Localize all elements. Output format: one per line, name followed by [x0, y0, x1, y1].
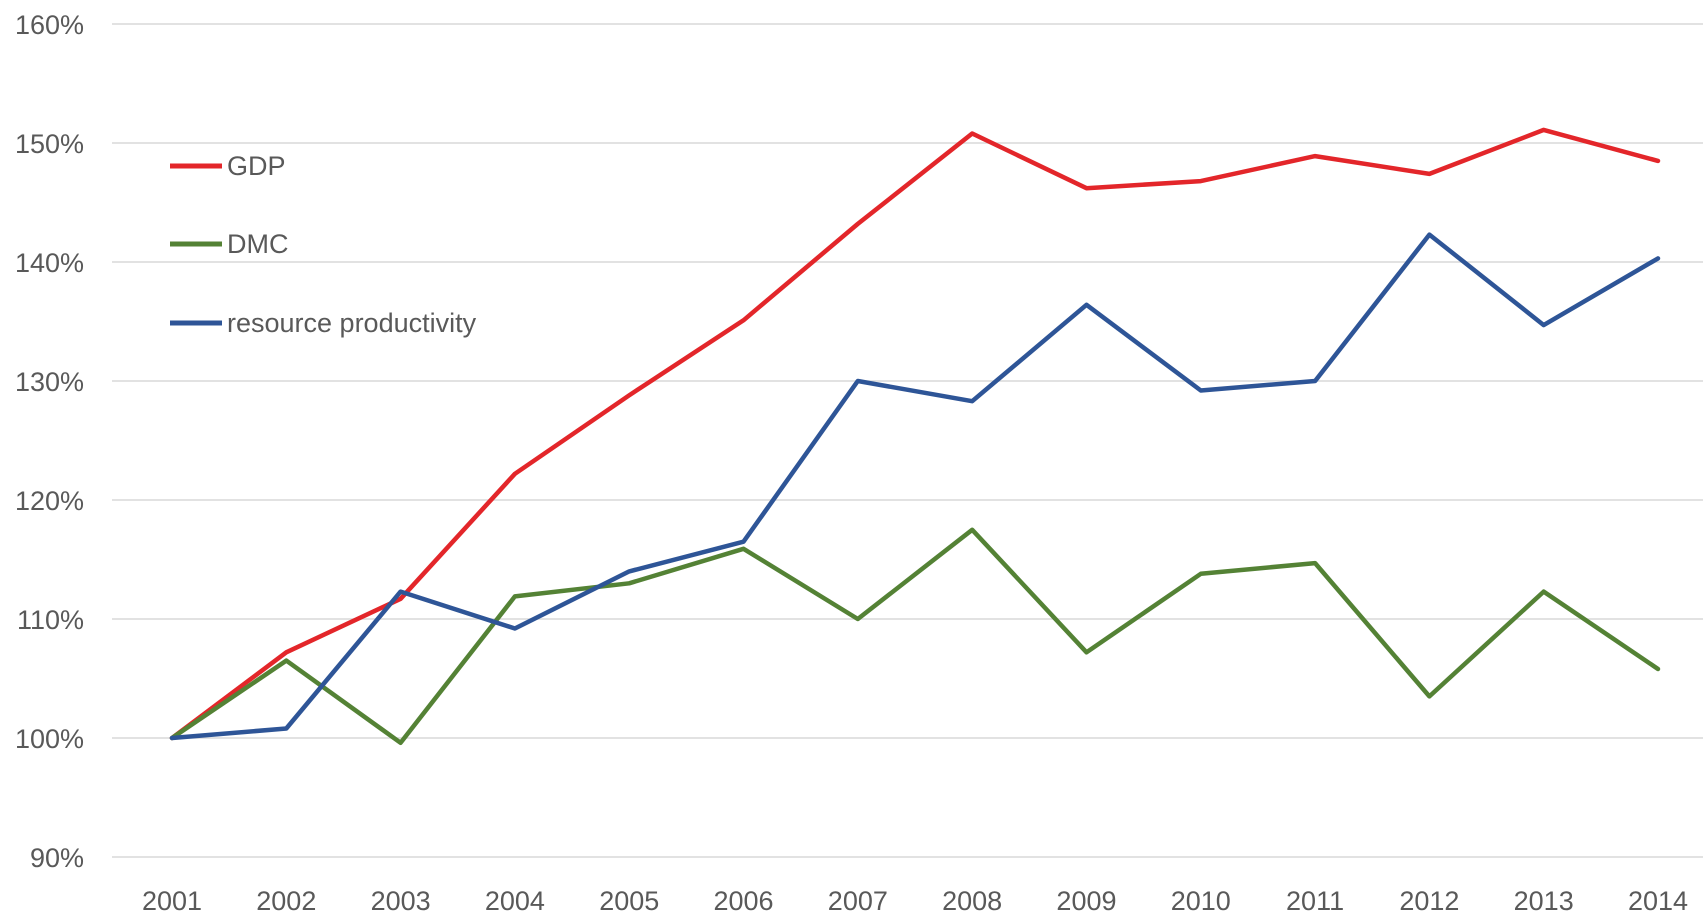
y-tick-label: 150% — [15, 129, 84, 159]
x-tick-label: 2008 — [942, 886, 1002, 916]
series-line-2 — [169, 527, 1661, 746]
x-tick-label: 2006 — [713, 886, 773, 916]
y-tick-label: 100% — [15, 724, 84, 754]
y-tick-label: 130% — [15, 367, 84, 397]
y-tick-label: 120% — [15, 486, 84, 516]
series-line-1 — [169, 127, 1661, 741]
x-tick-label: 2009 — [1056, 886, 1116, 916]
x-tick-label: 2012 — [1399, 886, 1459, 916]
x-tick-label: 2003 — [371, 886, 431, 916]
x-tick-label: 2005 — [599, 886, 659, 916]
series-lines — [169, 127, 1661, 746]
legend-label: DMC — [227, 229, 289, 259]
x-tick-label: 2007 — [828, 886, 888, 916]
x-axis-ticks: 2001 2002 2003 2004 2005 2006 2007 2008 2009 2010… — [142, 886, 1688, 916]
x-tick-label: 2004 — [485, 886, 545, 916]
x-tick-label: 2013 — [1514, 886, 1574, 916]
grid-lines — [112, 23, 1703, 858]
legend-label: GDP — [227, 151, 286, 181]
x-tick-label: 2001 — [142, 886, 202, 916]
legend-label: resource productivity — [227, 308, 477, 338]
y-tick-label: 110% — [17, 605, 84, 635]
x-tick-label: 2002 — [256, 886, 316, 916]
x-tick-label: 2011 — [1286, 886, 1344, 916]
y-tick-label: 140% — [15, 248, 84, 278]
x-tick-label: 2014 — [1628, 886, 1688, 916]
legend: GDP DMC resource productivity — [170, 151, 477, 338]
x-tick-label: 2010 — [1171, 886, 1231, 916]
y-axis-ticks: 90% 100% 110% 120% 130% 140% 150% 160% — [15, 10, 84, 873]
y-tick-label: 160% — [15, 10, 84, 40]
series-line-3 — [169, 232, 1661, 741]
y-tick-label: 90% — [30, 843, 84, 873]
